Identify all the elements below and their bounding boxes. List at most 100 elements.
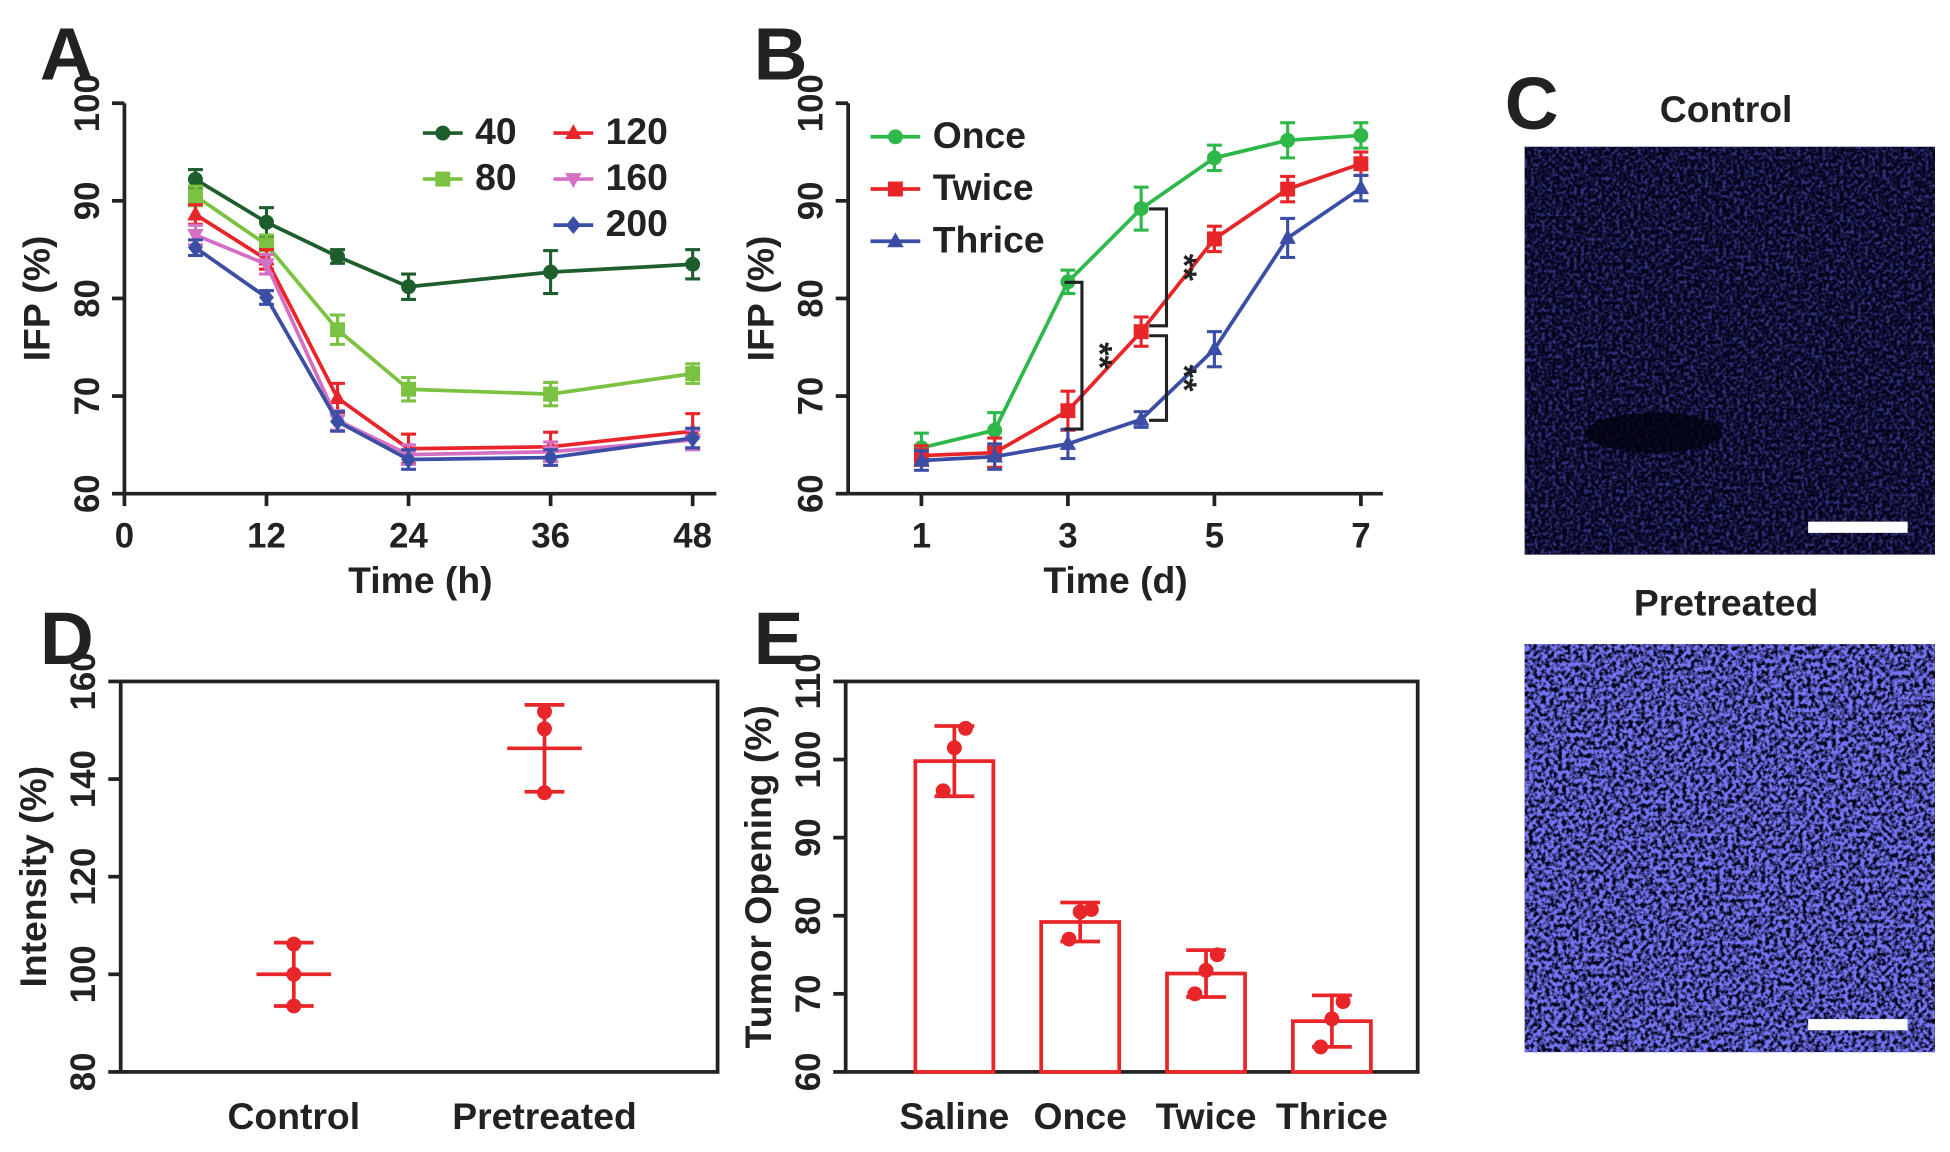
x-axis-label: Time (h) bbox=[348, 559, 492, 601]
marker bbox=[1206, 150, 1222, 166]
marker bbox=[401, 279, 417, 295]
y-tick-label: 70 bbox=[792, 377, 831, 416]
x-tick-label: 48 bbox=[673, 517, 712, 556]
x-tick-label: Saline bbox=[899, 1095, 1009, 1137]
marker bbox=[401, 381, 417, 397]
data-point bbox=[946, 740, 962, 756]
data-point bbox=[1072, 904, 1088, 920]
series-line bbox=[194, 233, 693, 457]
marker bbox=[259, 214, 274, 230]
bar bbox=[913, 759, 996, 1074]
y-tick-label: 160 bbox=[64, 652, 103, 710]
marker bbox=[258, 258, 275, 274]
data-point bbox=[1061, 931, 1077, 947]
y-tick-label: 70 bbox=[789, 974, 828, 1013]
image-label: Control bbox=[1660, 88, 1793, 130]
data-point bbox=[1324, 1011, 1340, 1027]
marker bbox=[187, 188, 203, 204]
y-tick-label: 100 bbox=[68, 74, 107, 132]
marker bbox=[187, 238, 203, 257]
y-tick-label: 90 bbox=[792, 181, 831, 220]
y-tick-label: 80 bbox=[68, 279, 107, 318]
marker bbox=[1133, 324, 1149, 340]
legend-label: 120 bbox=[606, 110, 668, 152]
legend-label: Twice bbox=[933, 166, 1034, 208]
x-tick-label: 24 bbox=[389, 517, 428, 556]
marker bbox=[887, 129, 903, 145]
legend-label: 160 bbox=[606, 156, 668, 198]
legend-label: Once bbox=[933, 114, 1026, 156]
data-point bbox=[286, 998, 302, 1014]
marker bbox=[887, 232, 904, 248]
marker bbox=[330, 322, 345, 338]
marker bbox=[543, 264, 559, 280]
micrograph bbox=[1524, 644, 1935, 1053]
y-tick-label: 80 bbox=[64, 1053, 103, 1092]
series-line bbox=[194, 177, 693, 289]
y-tick-label: 100 bbox=[64, 945, 103, 1003]
marker bbox=[330, 249, 345, 264]
data-point bbox=[537, 704, 552, 720]
series-line bbox=[194, 194, 693, 396]
marker bbox=[1133, 201, 1149, 217]
significance-label: ** bbox=[1080, 342, 1119, 370]
marker bbox=[543, 386, 559, 402]
series-line bbox=[194, 246, 693, 462]
data-point bbox=[1187, 986, 1203, 1002]
y-tick-label: 70 bbox=[68, 377, 107, 416]
data-point bbox=[537, 785, 552, 801]
x-tick-label: Thrice bbox=[1276, 1095, 1388, 1137]
y-tick-label: 80 bbox=[789, 896, 828, 935]
data-point bbox=[286, 936, 302, 952]
series-line bbox=[194, 212, 693, 451]
marker bbox=[986, 447, 1003, 463]
x-tick-label: 12 bbox=[247, 517, 286, 556]
marker bbox=[1206, 231, 1222, 247]
plot-frame bbox=[118, 679, 720, 1074]
data-point bbox=[958, 720, 974, 736]
x-tick-label: 36 bbox=[531, 517, 570, 556]
marker bbox=[1132, 410, 1150, 426]
marker bbox=[1353, 156, 1369, 172]
y-tick-label: 60 bbox=[789, 1053, 828, 1092]
marker bbox=[1206, 340, 1223, 356]
y-tick-label: 60 bbox=[68, 474, 107, 513]
x-tick-label: 7 bbox=[1351, 517, 1370, 556]
marker bbox=[565, 216, 581, 235]
marker bbox=[685, 256, 701, 272]
x-axis-label: Time (d) bbox=[1043, 559, 1187, 601]
y-tick-label: 140 bbox=[64, 750, 103, 808]
x-tick-label: 5 bbox=[1205, 517, 1224, 556]
panel-letter: D bbox=[40, 596, 94, 680]
y-tick-label: 110 bbox=[789, 653, 828, 709]
marker bbox=[565, 173, 582, 189]
y-axis-label: Tumor Opening (%) bbox=[737, 705, 779, 1048]
data-point bbox=[1083, 902, 1099, 917]
data-point bbox=[537, 721, 552, 737]
dark-region bbox=[1585, 412, 1723, 453]
panel-letter: C bbox=[1505, 61, 1559, 145]
micrograph bbox=[1524, 146, 1935, 555]
significance-bracket bbox=[1149, 334, 1169, 422]
legend-label: 80 bbox=[475, 156, 517, 198]
marker bbox=[435, 125, 451, 141]
y-tick-label: 90 bbox=[789, 818, 828, 857]
plot-frame bbox=[843, 679, 1420, 1074]
marker bbox=[1280, 181, 1296, 197]
marker bbox=[1059, 434, 1077, 450]
panel-letter: B bbox=[754, 11, 808, 95]
marker bbox=[1279, 228, 1296, 244]
marker bbox=[1060, 403, 1076, 419]
data-point bbox=[1335, 994, 1351, 1010]
marker bbox=[187, 171, 203, 187]
data-point bbox=[1198, 962, 1214, 978]
marker bbox=[329, 389, 346, 404]
x-tick-label: Twice bbox=[1156, 1095, 1257, 1137]
marker bbox=[685, 366, 701, 382]
marker bbox=[565, 124, 582, 140]
y-tick-label: 100 bbox=[789, 731, 828, 789]
y-tick-label: 120 bbox=[64, 848, 103, 906]
x-tick-label: 1 bbox=[912, 517, 931, 556]
y-tick-label: 90 bbox=[68, 181, 107, 220]
data-point bbox=[1209, 947, 1225, 963]
